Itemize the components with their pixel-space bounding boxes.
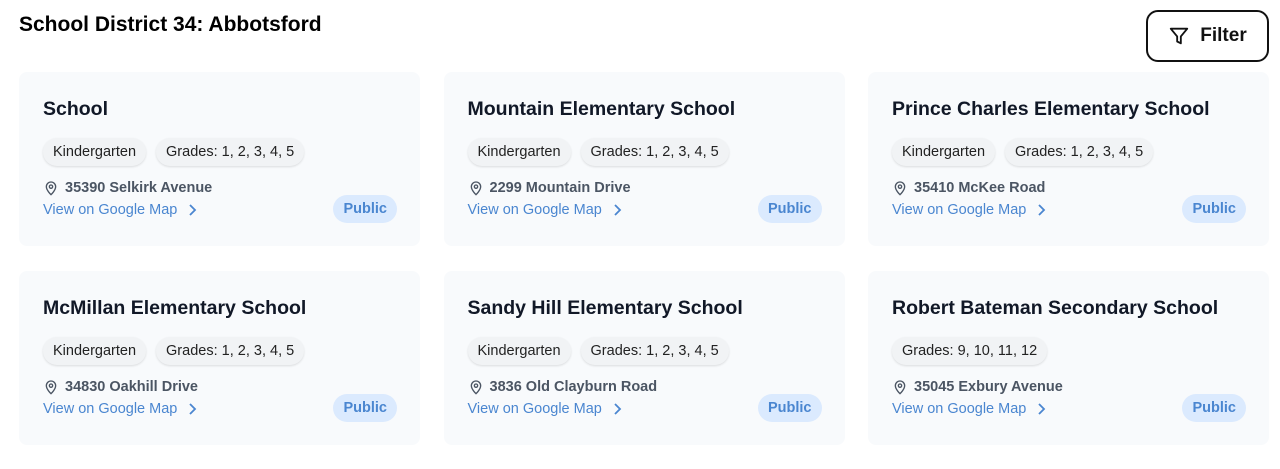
filter-icon xyxy=(1170,27,1189,45)
school-type-badge: Public xyxy=(333,394,397,422)
chevron-right-icon xyxy=(189,403,197,415)
location-pin-icon xyxy=(470,380,481,395)
grade-chip: Grades: 1, 2, 3, 4, 5 xyxy=(156,138,305,166)
chevron-right-icon xyxy=(614,403,622,415)
school-card: Mountain Elementary School Kindergarten G… xyxy=(443,72,845,246)
grade-chip: Grades: 9, 10, 11, 12 xyxy=(892,337,1048,365)
grade-chips: Kindergarten Grades: 1, 2, 3, 4, 5 xyxy=(467,138,821,166)
grade-chip: Grades: 1, 2, 3, 4, 5 xyxy=(156,337,305,365)
school-name: School xyxy=(43,98,109,120)
address-text: 35410 McKee Road xyxy=(914,180,1046,196)
address: 34830 Oakhill Drive xyxy=(43,379,396,395)
grade-chip: Kindergarten xyxy=(43,337,147,365)
address: 35390 Selkirk Avenue xyxy=(43,180,396,196)
grade-chips: Kindergarten Grades: 1, 2, 3, 4, 5 xyxy=(892,138,1245,166)
address-text: 2299 Mountain Drive xyxy=(489,180,631,196)
chevron-right-icon xyxy=(1038,204,1046,216)
grade-chip: Kindergarten xyxy=(892,138,996,166)
address: 35410 McKee Road xyxy=(892,180,1245,196)
grade-chip: Grades: 1, 2, 3, 4, 5 xyxy=(1005,138,1154,166)
grade-chip: Kindergarten xyxy=(43,138,147,166)
google-map-link[interactable]: View on Google Map xyxy=(43,202,396,218)
school-name: Prince Charles Elementary School xyxy=(892,98,1210,120)
grade-chips: Kindergarten Grades: 1, 2, 3, 4, 5 xyxy=(43,337,396,365)
chevron-right-icon xyxy=(189,204,197,216)
school-name: Robert Bateman Secondary School xyxy=(892,297,1219,319)
google-map-link[interactable]: View on Google Map xyxy=(468,401,821,417)
link-text: View on Google Map xyxy=(892,202,1027,218)
link-text: View on Google Map xyxy=(43,202,178,218)
school-type-badge: Public xyxy=(333,195,397,223)
location-pin-icon xyxy=(894,181,906,196)
location-pin-icon xyxy=(470,181,481,196)
grade-chips: Grades: 9, 10, 11, 12 xyxy=(892,337,1245,365)
google-map-link[interactable]: View on Google Map xyxy=(892,202,1245,218)
school-type-badge: Public xyxy=(757,394,822,422)
school-type-badge: Public xyxy=(757,195,822,223)
address-text: 35045 Exbury Avenue xyxy=(914,379,1063,395)
school-card-grid: School Kindergarten Grades: 1, 2, 3, 4, 5… xyxy=(19,72,1269,445)
school-card: Sandy Hill Elementary School Kindergarte… xyxy=(443,271,845,445)
link-text: View on Google Map xyxy=(43,401,178,417)
school-name: Mountain Elementary School xyxy=(467,98,736,120)
filter-button[interactable]: Filter xyxy=(1146,10,1269,62)
address-text: 34830 Oakhill Drive xyxy=(65,379,198,395)
google-map-link[interactable]: View on Google Map xyxy=(43,401,396,417)
school-card: McMillan Elementary School Kindergarten G… xyxy=(19,271,420,445)
school-type-badge: Public xyxy=(1182,394,1246,422)
location-pin-icon xyxy=(45,181,57,196)
address: 35045 Exbury Avenue xyxy=(892,379,1245,395)
address-text: 3836 Old Clayburn Road xyxy=(489,379,658,395)
google-map-link[interactable]: View on Google Map xyxy=(892,401,1245,417)
school-name: McMillan Elementary School xyxy=(43,297,307,319)
filter-label: Filter xyxy=(1200,25,1247,46)
school-card: School Kindergarten Grades: 1, 2, 3, 4, 5… xyxy=(19,72,420,246)
school-card: Prince Charles Elementary School Kinderg… xyxy=(868,72,1269,246)
address: 2299 Mountain Drive xyxy=(468,180,821,196)
grade-chip: Grades: 1, 2, 3, 4, 5 xyxy=(580,138,729,166)
grade-chip: Kindergarten xyxy=(467,337,571,365)
google-map-link[interactable]: View on Google Map xyxy=(468,202,821,218)
school-card: Robert Bateman Secondary School Grades: … xyxy=(868,271,1269,445)
address-text: 35390 Selkirk Avenue xyxy=(65,180,213,196)
grade-chip: Grades: 1, 2, 3, 4, 5 xyxy=(580,337,729,365)
link-text: View on Google Map xyxy=(467,401,602,417)
school-type-badge: Public xyxy=(1182,195,1246,223)
location-pin-icon xyxy=(45,380,57,395)
grade-chips: Kindergarten Grades: 1, 2, 3, 4, 5 xyxy=(43,138,396,166)
school-name: Sandy Hill Elementary School xyxy=(467,297,743,319)
chevron-right-icon xyxy=(1038,403,1046,415)
grade-chips: Kindergarten Grades: 1, 2, 3, 4, 5 xyxy=(467,337,821,365)
grade-chip: Kindergarten xyxy=(467,138,571,166)
address: 3836 Old Clayburn Road xyxy=(468,379,821,395)
page-title: School District 34: Abbotsford xyxy=(19,13,322,36)
link-text: View on Google Map xyxy=(467,202,602,218)
chevron-right-icon xyxy=(614,204,622,216)
location-pin-icon xyxy=(894,380,906,395)
link-text: View on Google Map xyxy=(892,401,1027,417)
